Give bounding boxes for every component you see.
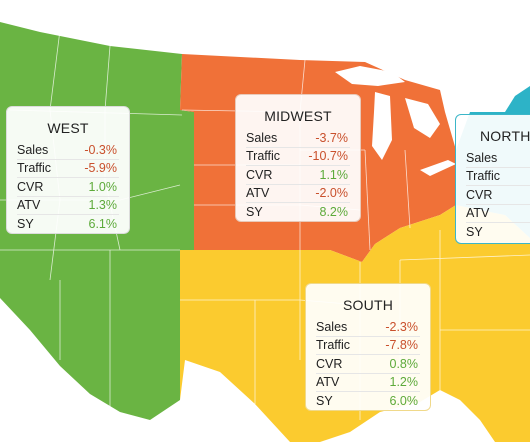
metric-value: 1.0%	[88, 179, 118, 194]
west-stats-card: WEST Sales -0.3% Traffic -5.9% CVR 1.0% ATV 1.3…	[6, 106, 130, 234]
lake-michigan	[372, 92, 392, 160]
northeast-metric-row-atv: ATV	[466, 205, 530, 223]
south-metric-row-sy: SY 6.0%	[316, 392, 420, 410]
metric-label: SY	[246, 204, 263, 219]
metric-label: SY	[466, 224, 483, 239]
midwest-metric-row-cvr: CVR 1.1%	[246, 166, 350, 185]
metric-value: -2.3%	[385, 319, 418, 334]
northeast-metric-row-cvr: CVR	[466, 186, 530, 205]
metric-value: -5.9%	[84, 161, 117, 176]
metric-label: Sales	[17, 142, 49, 157]
midwest-metric-row-traffic: Traffic -10.7%	[246, 148, 350, 166]
metric-label: Traffic	[17, 161, 52, 176]
metric-value: -2.0%	[315, 186, 348, 201]
metric-label: SY	[316, 393, 333, 408]
west-metric-row-cvr: CVR 1.0%	[17, 178, 119, 197]
metric-label: SY	[17, 216, 34, 231]
metric-label: Traffic	[316, 338, 351, 353]
northeast-metric-row-traffic: Traffic	[466, 168, 530, 186]
midwest-stats-card: MIDWEST Sales -3.7% Traffic -10.7% CVR 1.1% AT…	[235, 94, 361, 222]
metric-label: ATV	[246, 186, 270, 201]
west-metric-row-sy: SY 6.1%	[17, 215, 119, 233]
metric-label: CVR	[466, 187, 493, 202]
south-metric-row-atv: ATV 1.2%	[316, 374, 420, 392]
metric-value: -7.8%	[385, 338, 418, 353]
metric-value: 6.0%	[389, 393, 419, 408]
midwest-title: MIDWEST	[264, 108, 332, 124]
metric-label: CVR	[17, 179, 44, 194]
midwest-metric-row-atv: ATV -2.0%	[246, 185, 350, 203]
metric-value: 1.1%	[319, 167, 349, 182]
metric-label: Sales	[246, 130, 278, 145]
south-metric-row-cvr: CVR 0.8%	[316, 355, 420, 374]
west-metric-row-sales: Sales -0.3%	[17, 141, 119, 160]
metric-label: Sales	[466, 150, 498, 165]
metric-value: -3.7%	[315, 130, 348, 145]
northeast-stats-card: NORTHE Sales Traffic CVR ATV SY	[455, 114, 530, 244]
metric-label: ATV	[17, 198, 41, 213]
south-title: SOUTH	[343, 297, 393, 313]
metric-label: CVR	[316, 356, 343, 371]
metric-value: 8.2%	[319, 204, 349, 219]
metric-value: 1.3%	[88, 198, 118, 213]
midwest-metric-row-sales: Sales -3.7%	[246, 129, 350, 148]
south-metric-row-sales: Sales -2.3%	[316, 318, 420, 337]
metric-label: Traffic	[466, 169, 501, 184]
west-metric-row-atv: ATV 1.3%	[17, 197, 119, 215]
metric-value: -0.3%	[84, 142, 117, 157]
metric-label: Sales	[316, 319, 348, 334]
south-metric-row-traffic: Traffic -7.8%	[316, 337, 420, 355]
metric-value: 0.8%	[389, 356, 419, 371]
west-title: WEST	[47, 120, 89, 136]
metric-value: 6.1%	[88, 216, 118, 231]
northeast-metric-row-sy: SY	[466, 223, 530, 241]
metric-value: 1.2%	[389, 375, 419, 390]
south-stats-card: SOUTH Sales -2.3% Traffic -7.8% CVR 0.8% ATV 1.…	[305, 283, 431, 411]
northeast-title: NORTHE	[480, 128, 530, 144]
metric-label: ATV	[466, 206, 490, 221]
lake-superior	[335, 66, 405, 86]
metric-label: CVR	[246, 167, 273, 182]
metric-label: ATV	[316, 375, 340, 390]
west-metric-row-traffic: Traffic -5.9%	[17, 160, 119, 178]
metric-value: -10.7%	[308, 149, 348, 164]
metric-label: Traffic	[246, 149, 281, 164]
lake-erie	[420, 160, 456, 176]
northeast-metric-row-sales: Sales	[466, 149, 530, 168]
lake-huron	[405, 98, 440, 138]
midwest-metric-row-sy: SY 8.2%	[246, 203, 350, 221]
